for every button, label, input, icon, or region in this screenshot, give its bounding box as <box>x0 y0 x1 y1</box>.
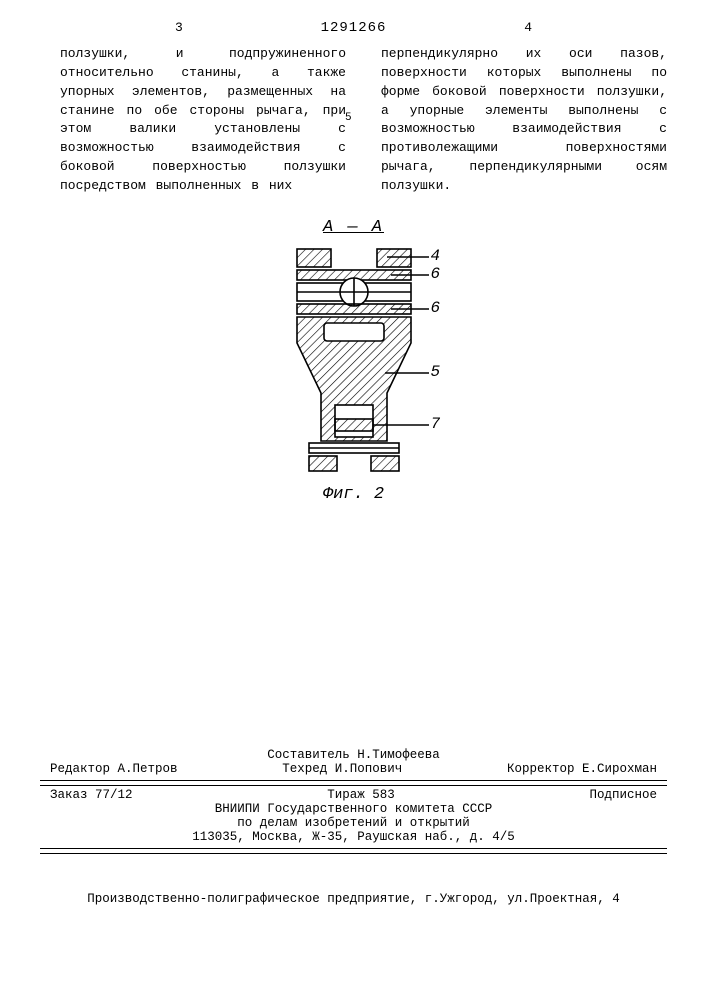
figure-2: А — А <box>269 218 439 504</box>
tirazh: Тираж 583 <box>327 788 395 802</box>
body-text-columns: ползушки, и подпружиненного относительно… <box>60 45 667 196</box>
rule <box>40 780 667 781</box>
techred-name: И.Попович <box>335 762 403 776</box>
compiler-name: Н.Тимофеева <box>357 748 440 762</box>
document-number: 1291266 <box>321 20 387 36</box>
right-column: перпендикулярно их оси пазов, поверхност… <box>381 45 667 196</box>
corrector-name: Е.Сирохман <box>582 762 657 776</box>
imprint-block: Составитель Н.Тимофеева Редактор А.Петро… <box>40 748 667 856</box>
callout-6-upper: 6 <box>431 265 441 283</box>
org-line-1: ВНИИПИ Государственного комитета СССР <box>40 802 667 816</box>
left-column: ползушки, и подпружиненного относительно… <box>60 45 346 196</box>
rule <box>40 853 667 854</box>
editor-name: А.Петров <box>118 762 178 776</box>
compiler-label: Составитель <box>267 748 350 762</box>
callout-5: 5 <box>431 363 441 381</box>
rule <box>40 785 667 786</box>
editor-label: Редактор <box>50 762 110 776</box>
rule <box>40 848 667 849</box>
org-line-2: по делам изобретений и открытий <box>40 816 667 830</box>
figure-caption: Фиг. 2 <box>269 485 439 504</box>
figure-drawing <box>269 243 439 475</box>
techred-label: Техред <box>282 762 327 776</box>
page-number-left: 3 <box>175 20 183 35</box>
org-address: 113035, Москва, Ж-35, Раушская наб., д. … <box>40 830 667 844</box>
corrector-label: Корректор <box>507 762 575 776</box>
callout-4: 4 <box>431 247 441 265</box>
callout-7: 7 <box>431 415 441 433</box>
page-number-right: 4 <box>524 20 532 35</box>
section-label: А — А <box>269 218 439 237</box>
order-number: Заказ 77/12 <box>50 788 133 802</box>
callout-6-lower: 6 <box>431 299 441 317</box>
podpisnoe: Подписное <box>589 788 657 802</box>
press-line: Производственно-полиграфическое предприя… <box>40 892 667 906</box>
